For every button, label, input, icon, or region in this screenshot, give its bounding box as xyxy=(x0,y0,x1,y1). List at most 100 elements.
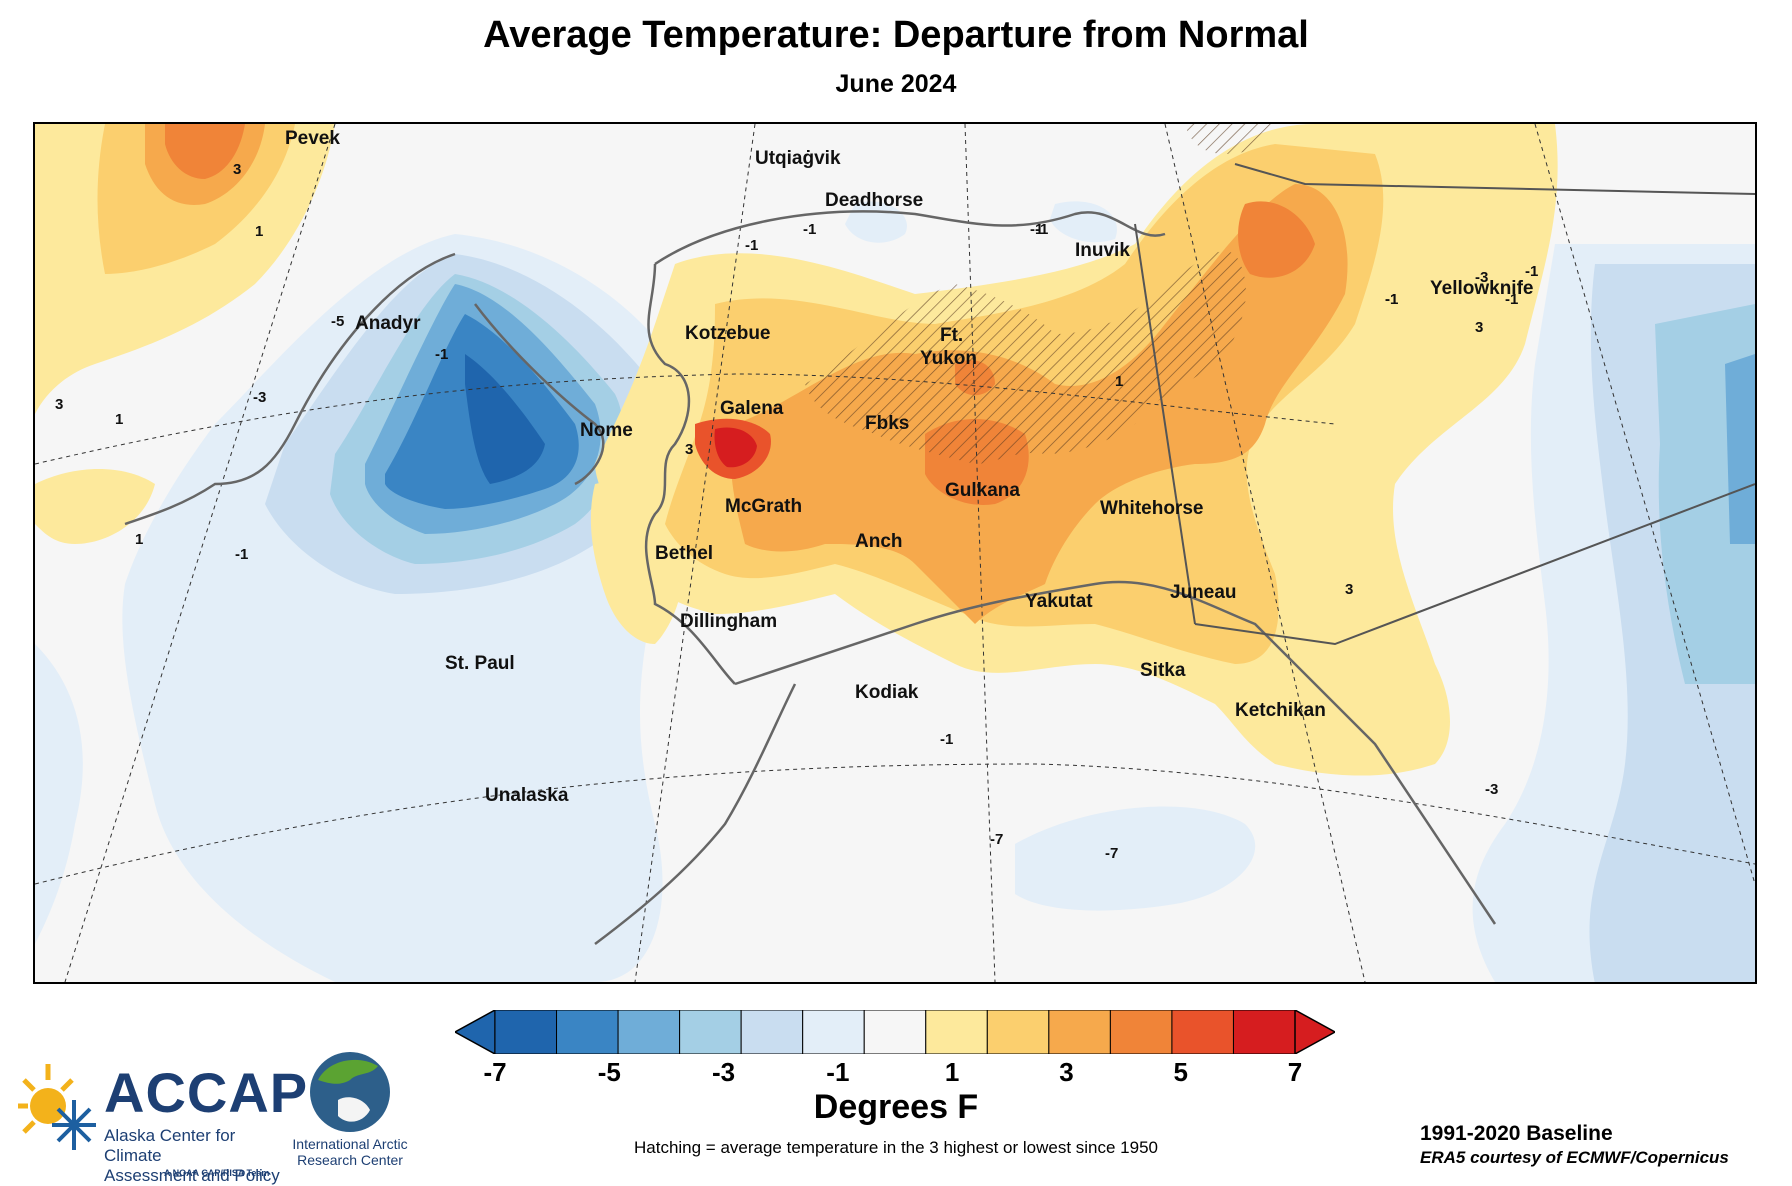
hatching-note: Hatching = average temperature in the 3 … xyxy=(633,1138,1158,1157)
anomaly-region xyxy=(590,481,684,644)
anomaly-region xyxy=(1725,354,1755,544)
colorbar-tick-label: 5 xyxy=(1173,1057,1188,1087)
accap-line-1: Alaska Center for Climate xyxy=(104,1126,236,1165)
city-label: McGrath xyxy=(725,496,802,517)
iarc-logo: International Arctic Research Center xyxy=(280,1050,420,1178)
city-label: Juneau xyxy=(1170,582,1237,603)
city-label: Gulkana xyxy=(945,480,1020,501)
colorbar-cell xyxy=(1171,1010,1234,1054)
colorbar-units: Degrees F xyxy=(813,1088,979,1126)
city-label: Inuvik xyxy=(1075,240,1130,261)
city-label: Yukon xyxy=(920,348,977,369)
temperature-anomaly-map: Pevek Utqiaġvik Deadhorse Inuvik Yellowknife… xyxy=(33,122,1757,984)
colorbar-tick-label: -5 xyxy=(597,1057,621,1087)
colorbar-cell xyxy=(925,1010,988,1054)
anomaly-region xyxy=(714,427,757,468)
city-label: Dillingham xyxy=(680,611,777,632)
city-label: Fbks xyxy=(865,413,909,434)
city-label: Whitehorse xyxy=(1100,498,1203,519)
contour-label: 3 xyxy=(55,396,63,413)
city-label: Galena xyxy=(720,398,784,419)
graticule xyxy=(35,124,1755,982)
contour-label: -1 xyxy=(745,237,758,254)
city-label: St. Paul xyxy=(445,653,515,674)
colorbar-cell xyxy=(617,1010,681,1054)
colorbar-under-arrow xyxy=(455,1010,496,1054)
contour-label: -1 xyxy=(1385,291,1398,308)
coastlines xyxy=(124,210,1497,945)
city-label: Utqiaġvik xyxy=(755,148,841,169)
colorbar xyxy=(455,1010,1335,1054)
city-label: Sitka xyxy=(1140,660,1186,681)
anomaly-region xyxy=(465,354,545,484)
iarc-name: International Arctic Research Center xyxy=(280,1136,420,1168)
colorbar-tick-label: -3 xyxy=(712,1057,736,1087)
contour-label: -3 xyxy=(1475,269,1488,286)
contour-label: -3 xyxy=(1485,781,1498,798)
anomaly-region xyxy=(35,469,155,544)
colorbar-tick-label: 7 xyxy=(1287,1057,1303,1087)
colorbar-cell xyxy=(679,1010,742,1054)
borders xyxy=(1134,163,1755,646)
accap-line-2: Assessment and Policy xyxy=(104,1166,280,1185)
anomaly-region xyxy=(165,124,245,179)
contour-label: 3 xyxy=(233,161,241,178)
colorbar-tick-label: 3 xyxy=(1059,1057,1074,1087)
city-label: Kodiak xyxy=(855,682,919,703)
iarc-line-2: Research Center xyxy=(297,1152,403,1168)
city-label: Ketchikan xyxy=(1235,700,1326,721)
contour-label: 3 xyxy=(685,441,693,458)
city-label: Deadhorse xyxy=(825,190,923,211)
colorbar-tick-label: 1 xyxy=(944,1057,960,1087)
city-label: Anadyr xyxy=(355,313,421,334)
contour-label: -1 xyxy=(1525,263,1538,280)
city-label: Nome xyxy=(580,420,633,441)
anomaly-region xyxy=(35,644,83,944)
city-label: Yellowknife xyxy=(1430,278,1533,299)
contour-label: -1 xyxy=(803,221,816,238)
accap-logo: ACCAP Alaska Center for Climate Assessme… xyxy=(14,1060,307,1185)
contour-label: -1 xyxy=(1030,221,1043,238)
anomaly-region xyxy=(1050,201,1117,243)
colorbar-cell xyxy=(494,1010,558,1054)
colorbar-cell xyxy=(1109,1010,1173,1054)
sun-snowflake-icon xyxy=(18,1064,96,1150)
contour-label: 3 xyxy=(1475,319,1483,336)
contour-label: 1 xyxy=(115,411,123,428)
city-label: Unalaska xyxy=(485,785,569,806)
baseline-note: 1991-2020 Baseline xyxy=(1420,1122,1613,1145)
city-label: Bethel xyxy=(655,543,713,564)
contour-label: -7 xyxy=(990,831,1003,848)
contour-label: -5 xyxy=(331,313,344,330)
accap-name: ACCAP xyxy=(104,1061,309,1124)
record-hatching xyxy=(805,251,1246,464)
colorbar-cell xyxy=(556,1010,619,1054)
contour-labels: 31-5-3-131-1-1 -1-1-1-13313-1-3-1-3-1-7-7… xyxy=(55,161,1538,862)
contour-label: -1 xyxy=(435,346,448,363)
city-label: Ft. xyxy=(940,325,963,346)
city-label: Yakutat xyxy=(1025,591,1093,612)
contour-label: -1 xyxy=(1385,291,1398,308)
anomaly-region xyxy=(1238,201,1315,278)
city-labels: Pevek Utqiaġvik Deadhorse Inuvik Yellowknife… xyxy=(285,128,1533,806)
contour-label: 1 xyxy=(135,531,143,548)
iarc-line-1: International Arctic xyxy=(292,1136,408,1152)
contour-label: -1 xyxy=(940,731,953,748)
globe-icon xyxy=(310,1052,390,1132)
city-label: Kotzebue xyxy=(685,323,771,344)
colorbar-over-arrow xyxy=(1294,1010,1335,1054)
contour-label: -1 xyxy=(1505,291,1518,308)
colorbar-cell xyxy=(740,1010,804,1054)
map-title: Average Temperature: Departure from Norm… xyxy=(483,14,1309,56)
record-hatching xyxy=(1185,124,1275,154)
colorbar-cell xyxy=(863,1010,927,1054)
colorbar-cell xyxy=(1232,1010,1296,1054)
city-label: Pevek xyxy=(285,128,340,149)
colorbar-cell xyxy=(986,1010,1050,1054)
accap-tagline: A NOAA CAP/RISA Team xyxy=(164,1168,270,1178)
colorbar-tick-label: -1 xyxy=(826,1057,850,1087)
contour-label: 3 xyxy=(1345,581,1353,598)
contour-label: -7 xyxy=(1105,845,1118,862)
anomaly-region xyxy=(1015,806,1256,911)
contour-label: 1 xyxy=(1115,373,1123,390)
